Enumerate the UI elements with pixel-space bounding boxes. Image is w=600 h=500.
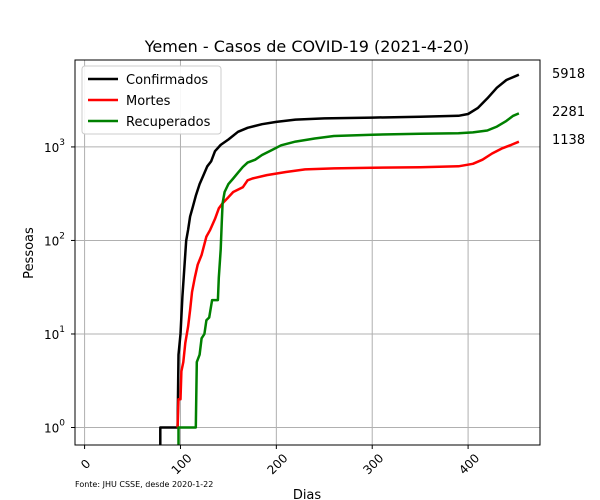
y-tick-label: 100	[44, 419, 65, 436]
series-line-recuperados	[177, 112, 520, 445]
x-axis-label: Dias	[293, 488, 322, 500]
x-tick-label: 0	[78, 457, 93, 472]
source-note: Fonte: JHU CSSE, desde 2020-1-22	[75, 480, 213, 489]
legend-label-confirmados: Confirmados	[126, 73, 208, 88]
plot-frame	[74, 59, 541, 446]
end-label-confirmados: 5918	[552, 67, 585, 82]
series-line-mortes	[176, 140, 520, 428]
legend-label-recuperados: Recuperados	[126, 115, 211, 130]
end-label-recuperados: 2281	[552, 105, 585, 120]
y-axis-ticks: 100 101 102 103	[44, 138, 75, 436]
legend-box	[81, 65, 222, 135]
series-lines	[159, 73, 520, 445]
y-axis-label: Pessoas	[22, 227, 37, 279]
legend-label-mortes: Mortes	[126, 94, 171, 109]
y-tick-label: 102	[44, 231, 65, 248]
chart-title: Yemen - Casos de COVID-19 (2021-4-20)	[144, 37, 470, 56]
legend: Confirmados Mortes Recuperados	[81, 65, 222, 135]
y-tick-label: 103	[44, 138, 65, 155]
x-tick-label: 400	[456, 451, 482, 477]
x-tick-label: 200	[264, 451, 290, 477]
y-tick-label: 101	[44, 325, 65, 342]
x-tick-label: 100	[169, 451, 195, 477]
x-axis-ticks: 0 100 200 300 400	[78, 445, 482, 477]
x-tick-label: 300	[360, 451, 386, 477]
end-label-mortes: 1138	[552, 133, 585, 148]
series-line-confirmados	[159, 73, 520, 445]
